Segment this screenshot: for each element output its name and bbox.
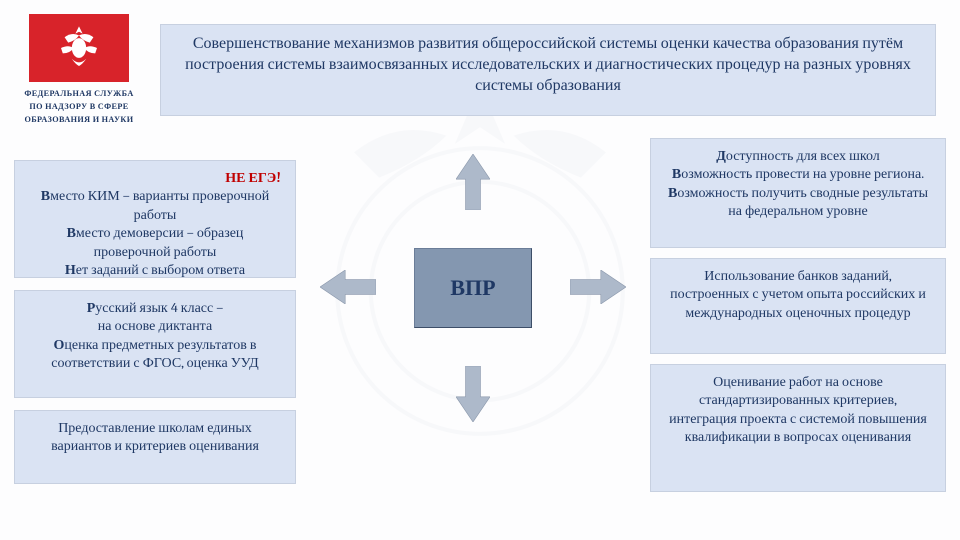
header-card: Совершенствование механизмов развития об… — [160, 24, 936, 116]
header-text: Совершенствование механизмов развития об… — [185, 34, 911, 94]
center-box: ВПР — [414, 248, 532, 328]
right3-text: Оценивание работ на основе стандартизиро… — [669, 373, 927, 445]
arrow-up-icon — [456, 154, 490, 210]
logo-caption-1: ФЕДЕРАЛЬНАЯ СЛУЖБА — [14, 88, 144, 101]
right-card-3: Оценивание работ на основе стандартизиро… — [650, 364, 946, 492]
logo-flag — [29, 14, 129, 82]
left-card-2: Русский язык 4 класс – на основе диктант… — [14, 290, 296, 398]
right-card-1: Доступность для всех школ Возможность пр… — [650, 138, 946, 248]
agency-logo: ФЕДЕРАЛЬНАЯ СЛУЖБА ПО НАДЗОРУ В СФЕРЕ ОБ… — [14, 14, 144, 127]
arrow-down-icon — [456, 366, 490, 422]
arrow-right-icon — [570, 270, 626, 304]
right2-text: Использование банков заданий, построенны… — [670, 267, 926, 321]
left-card-1: НЕ ЕГЭ! Вместо КИМ – варианты проверочно… — [14, 160, 296, 278]
left3-text: Предоставление школам единых вариантов и… — [51, 419, 259, 454]
logo-caption-3: ОБРАЗОВАНИЯ И НАУКИ — [14, 114, 144, 127]
center-label: ВПР — [450, 275, 495, 301]
right-card-2: Использование банков заданий, построенны… — [650, 258, 946, 354]
arrow-left-icon — [320, 270, 376, 304]
not-ege-badge: НЕ ЕГЭ! — [225, 169, 281, 186]
logo-caption-2: ПО НАДЗОРУ В СФЕРЕ — [14, 101, 144, 114]
eagle-emblem-icon — [52, 21, 106, 75]
left-card-3: Предоставление школам единых вариантов и… — [14, 410, 296, 484]
